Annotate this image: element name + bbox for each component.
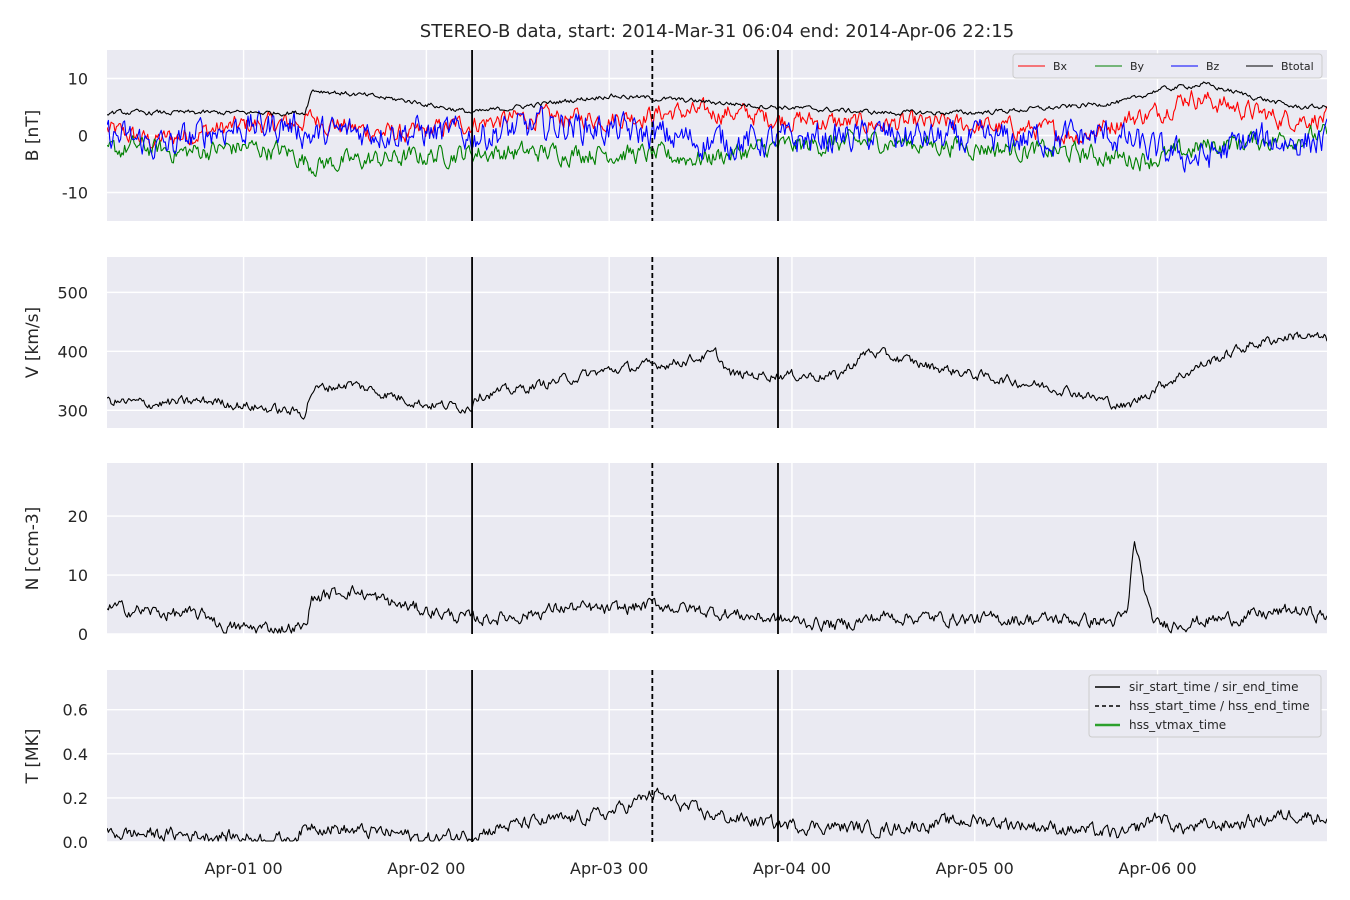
- y-tick-label: 0.0: [63, 833, 88, 852]
- y-tick-label: 0.2: [63, 789, 88, 808]
- x-tick-label: Apr-02 00: [387, 859, 465, 878]
- legend-label: hss_vtmax_time: [1129, 718, 1226, 732]
- y-tick-label: 10: [68, 566, 88, 585]
- x-tick-label: Apr-03 00: [570, 859, 648, 878]
- legend-label: hss_start_time / hss_end_time: [1129, 699, 1310, 713]
- y-tick-label: 0: [78, 127, 88, 146]
- y-tick-label: 300: [57, 401, 88, 420]
- y-tick-label: 400: [57, 342, 88, 361]
- series-line-btotal: [107, 81, 1327, 117]
- y-tick-label: 0: [78, 625, 88, 644]
- y-axis-label: N [ccm-3]: [23, 507, 43, 591]
- panel-3: 0 10 20 N [ccm-3]: [23, 463, 1327, 644]
- y-tick-label: 20: [68, 507, 88, 526]
- y-tick-label: 0.6: [63, 701, 88, 720]
- y-axis-label: T [MK]: [23, 729, 43, 785]
- series-line-by: [107, 123, 1327, 177]
- legend-label: Bx: [1053, 60, 1068, 73]
- panel-2: 300 400 500 V [km/s]: [23, 257, 1327, 428]
- series-line: [107, 541, 1327, 634]
- y-tick-label: 10: [68, 70, 88, 89]
- series-line-bz: [107, 105, 1327, 173]
- panel-background: [107, 463, 1327, 634]
- panel-background: [107, 257, 1327, 428]
- legend-label: By: [1130, 60, 1145, 73]
- x-axis: Apr-01 00 Apr-02 00 Apr-03 00 Apr-04 00 Apr-…: [204, 859, 1196, 878]
- legend-label: sir_start_time / sir_end_time: [1129, 680, 1299, 694]
- panel-1: -10 0 10 B [nT] Bx By Bz Btotal: [23, 50, 1327, 221]
- legend-b-field: Bx By Bz Btotal: [1012, 53, 1323, 79]
- y-tick-label: 0.4: [63, 745, 88, 764]
- x-tick-label: Apr-05 00: [936, 859, 1014, 878]
- x-tick-label: Apr-04 00: [753, 859, 831, 878]
- chart-title: STEREO-B data, start: 2014-Mar-31 06:04 …: [420, 21, 1014, 42]
- series-line: [107, 331, 1327, 420]
- series-line: [107, 787, 1327, 842]
- y-tick-label: 500: [57, 283, 88, 302]
- y-axis-label: V [km/s]: [23, 307, 43, 378]
- legend-label: Bz: [1206, 60, 1220, 73]
- legend-events: sir_start_time / sir_end_time hss_start_t…: [1088, 674, 1322, 738]
- x-tick-label: Apr-06 00: [1118, 859, 1196, 878]
- y-axis-label: B [nT]: [23, 110, 43, 162]
- y-tick-label: -10: [62, 184, 88, 203]
- x-tick-label: Apr-01 00: [204, 859, 282, 878]
- legend-label: Btotal: [1281, 60, 1314, 73]
